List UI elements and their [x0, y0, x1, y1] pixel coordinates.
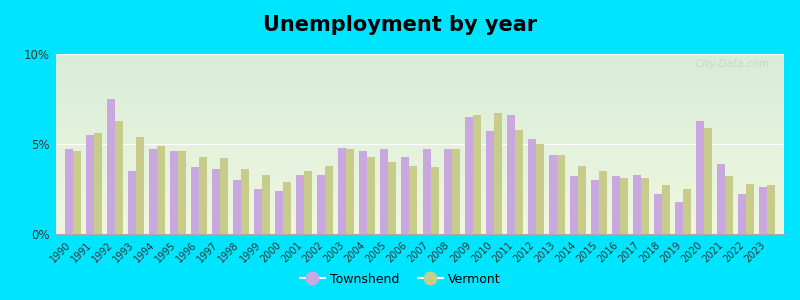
- Bar: [191, 167, 199, 234]
- Bar: [212, 169, 220, 234]
- Bar: [326, 166, 334, 234]
- Bar: [675, 202, 683, 234]
- Bar: [767, 185, 775, 234]
- Bar: [506, 115, 514, 234]
- Bar: [717, 164, 725, 234]
- Bar: [759, 187, 767, 234]
- Bar: [107, 99, 115, 234]
- Bar: [338, 148, 346, 234]
- Bar: [86, 135, 94, 234]
- Bar: [654, 194, 662, 234]
- Bar: [318, 175, 326, 234]
- Bar: [599, 171, 607, 234]
- Bar: [296, 175, 304, 234]
- Bar: [73, 151, 81, 234]
- Bar: [528, 139, 536, 234]
- Bar: [367, 157, 375, 234]
- Bar: [275, 191, 283, 234]
- Bar: [381, 149, 389, 234]
- Bar: [549, 155, 557, 234]
- Bar: [262, 175, 270, 234]
- Bar: [473, 115, 481, 234]
- Bar: [641, 178, 649, 234]
- Bar: [128, 171, 136, 234]
- Text: City-Data.com: City-Data.com: [695, 59, 770, 69]
- Bar: [136, 137, 144, 234]
- Bar: [149, 149, 157, 234]
- Bar: [570, 176, 578, 234]
- Bar: [115, 121, 123, 234]
- Bar: [241, 169, 249, 234]
- Bar: [178, 151, 186, 234]
- Bar: [633, 175, 641, 234]
- Bar: [486, 131, 494, 234]
- Bar: [620, 178, 628, 234]
- Bar: [304, 171, 312, 234]
- Bar: [233, 180, 241, 234]
- Bar: [612, 176, 620, 234]
- Bar: [410, 166, 418, 234]
- Bar: [465, 117, 473, 234]
- Bar: [514, 130, 522, 234]
- Bar: [591, 180, 599, 234]
- Bar: [359, 151, 367, 234]
- Bar: [451, 149, 459, 234]
- Bar: [389, 162, 397, 234]
- Bar: [557, 155, 565, 234]
- Text: Unemployment by year: Unemployment by year: [263, 15, 537, 35]
- Bar: [430, 167, 438, 234]
- Bar: [662, 185, 670, 234]
- Bar: [704, 128, 712, 234]
- Bar: [422, 149, 430, 234]
- Bar: [283, 182, 291, 234]
- Bar: [738, 194, 746, 234]
- Bar: [199, 157, 207, 234]
- Bar: [696, 121, 704, 234]
- Bar: [536, 144, 544, 234]
- Bar: [157, 146, 165, 234]
- Bar: [578, 166, 586, 234]
- Bar: [683, 189, 691, 234]
- Bar: [746, 184, 754, 234]
- Bar: [443, 149, 451, 234]
- Bar: [402, 157, 410, 234]
- Bar: [220, 158, 228, 234]
- Bar: [494, 113, 502, 234]
- Bar: [725, 176, 733, 234]
- Bar: [254, 189, 262, 234]
- Bar: [346, 149, 354, 234]
- Legend: Townshend, Vermont: Townshend, Vermont: [294, 268, 506, 291]
- Bar: [170, 151, 178, 234]
- Bar: [94, 133, 102, 234]
- Bar: [65, 149, 73, 234]
